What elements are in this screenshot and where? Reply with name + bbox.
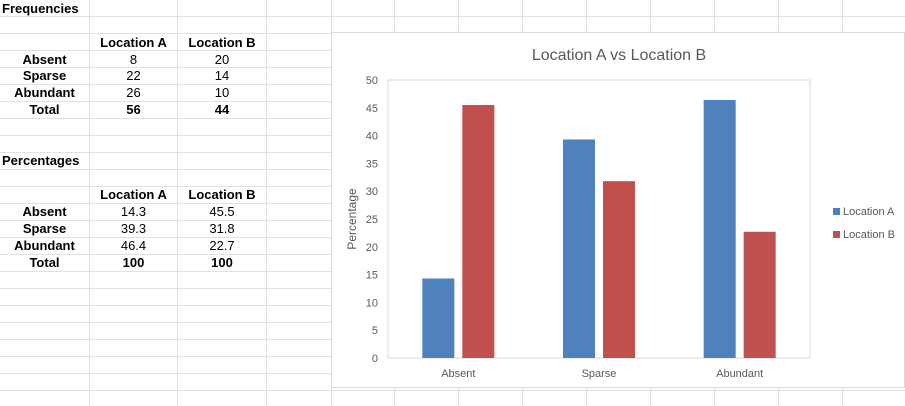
y-tick-label: 45 [366,103,378,115]
x-tick-label: Absent [441,368,475,380]
percentages-title[interactable]: Percentages [2,153,80,168]
freq-row-label[interactable]: Sparse [22,68,67,83]
x-tick-label: Sparse [582,368,617,380]
chart-area[interactable]: Location A vs Location B 0 5 10 15 20 25 30 35 40… [331,32,905,388]
pct-cell-a[interactable]: 39.3 [120,221,147,236]
pct-cell-b[interactable]: 45.5 [209,204,235,219]
freq-cell-a[interactable]: 26 [126,85,141,100]
freq-header-location-a[interactable]: Location A [100,35,167,50]
bar-location-b-absent[interactable] [462,105,495,359]
x-tick-label: Abundant [716,368,763,380]
pct-row-label[interactable]: Sparse [22,221,67,236]
bar-location-a-sparse[interactable] [563,139,595,358]
freq-row-label[interactable]: Absent [22,52,67,67]
y-tick-label: 35 [366,158,378,170]
bar-location-a-absent[interactable] [422,278,455,358]
legend-swatch [833,208,840,215]
bar-chart: Location A vs Location B 0 5 10 15 20 25 30 35 40… [345,47,895,380]
legend-entry[interactable]: Location B [843,229,895,241]
freq-total-b[interactable]: 44 [214,102,230,117]
pct-header-location-a[interactable]: Location A [100,187,167,202]
y-axis-label: Percentage [345,188,359,250]
y-tick-label: 5 [372,325,378,337]
legend-swatch [833,231,840,238]
y-tick-label: 40 [366,131,378,143]
freq-cell-a[interactable]: 22 [126,68,141,83]
freq-cell-b[interactable]: 20 [214,52,230,67]
legend-entry[interactable]: Location A [843,206,895,218]
freq-cell-b[interactable]: 10 [214,85,230,100]
freq-total-a[interactable]: 56 [126,102,141,117]
y-tick-label: 10 [366,297,378,309]
freq-total-label[interactable]: Total [29,102,60,117]
y-tick-label: 30 [366,186,378,198]
bar-location-b-sparse[interactable] [603,181,635,358]
pct-cell-a[interactable]: 14.3 [120,204,147,219]
pct-cell-a[interactable]: 46.4 [120,238,147,253]
pct-total-label[interactable]: Total [29,255,60,270]
bar-location-b-abundant[interactable] [743,231,776,358]
freq-header-location-b[interactable]: Location B [188,35,256,50]
y-tick-label: 25 [366,214,378,226]
y-tick-label: 20 [366,242,378,254]
chart-title: Location A vs Location B [532,47,706,64]
bar-location-a-abundant[interactable] [703,100,736,359]
pct-row-label[interactable]: Absent [22,204,67,219]
plot-frame [387,79,811,359]
freq-row-label[interactable]: Abundant [14,85,75,100]
pct-row-label[interactable]: Abundant [14,238,75,253]
pct-header-location-b[interactable]: Location B [188,187,256,202]
pct-total-b[interactable]: 100 [211,255,233,270]
pct-cell-b[interactable]: 31.8 [209,221,235,236]
y-tick-label: 0 [372,353,378,365]
freq-cell-a[interactable]: 8 [129,52,138,67]
frequencies-title[interactable]: Frequencies [2,1,79,16]
pct-cell-b[interactable]: 22.7 [209,238,235,253]
y-tick-label: 15 [366,270,378,282]
pct-total-a[interactable]: 100 [122,255,145,270]
freq-cell-b[interactable]: 14 [214,68,230,83]
y-tick-label: 50 [366,75,378,87]
